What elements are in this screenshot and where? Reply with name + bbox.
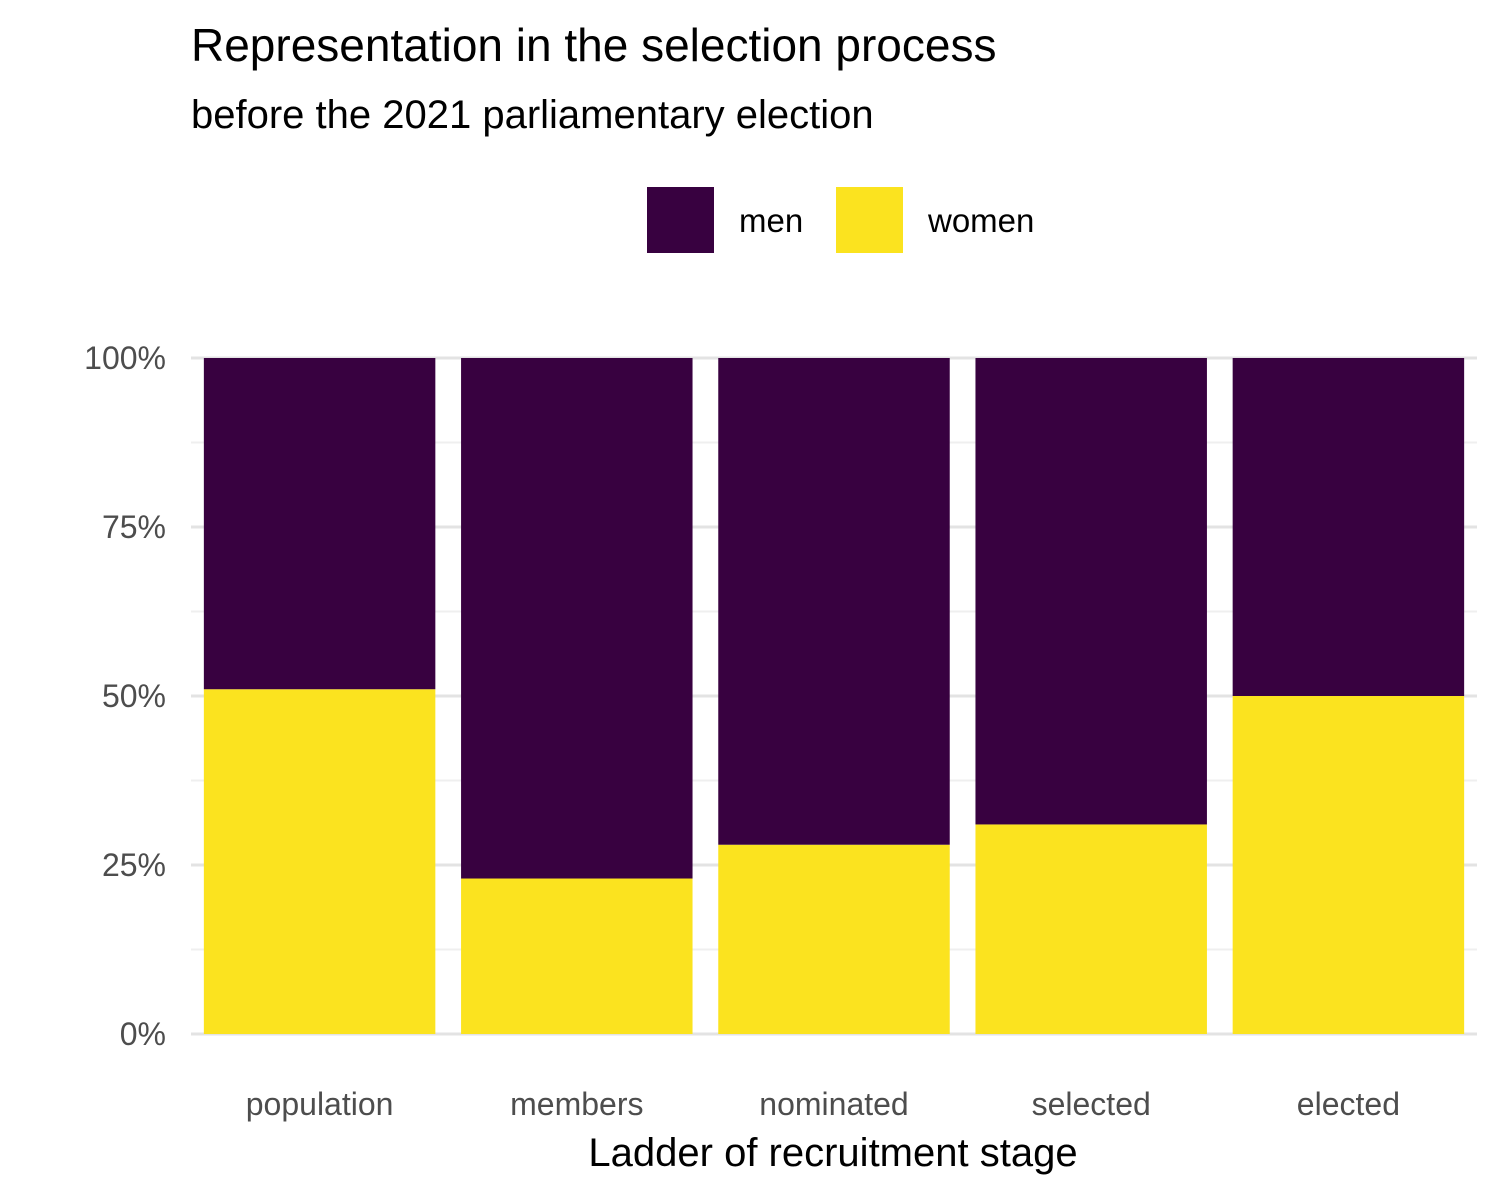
chart-title: Representation in the selection process (191, 19, 996, 71)
legend-swatch-women (836, 187, 903, 253)
x-axis-title: Ladder of recruitment stage (588, 1131, 1077, 1175)
x-axis-ticks: population members nominated selected electe… (246, 1086, 1400, 1122)
y-axis-ticks: 0% 25% 50% 75% 100% (84, 340, 166, 1052)
legend: men women (647, 187, 1034, 253)
bar-men-selected (975, 358, 1207, 825)
bar-men-members (461, 358, 693, 879)
x-tick-label: elected (1297, 1086, 1400, 1122)
x-tick-label: members (510, 1086, 643, 1122)
x-tick-label: population (246, 1086, 394, 1122)
bar-women-nominated (718, 844, 950, 1034)
bar-men-nominated (718, 358, 950, 845)
y-tick-label: 100% (84, 340, 166, 376)
x-tick-label: selected (1032, 1086, 1151, 1122)
bar-men-population (203, 358, 436, 690)
y-tick-label: 0% (120, 1016, 166, 1052)
bar-men-elected (1232, 358, 1465, 696)
bar-women-selected (975, 824, 1207, 1034)
bar-women-elected (1232, 696, 1465, 1034)
chart-subtitle: before the 2021 parliamentary election (191, 93, 874, 137)
bar-women-population (203, 689, 436, 1034)
bar-women-members (461, 878, 693, 1034)
y-tick-label: 50% (102, 678, 166, 714)
y-tick-label: 75% (102, 509, 166, 545)
y-tick-label: 25% (102, 847, 166, 883)
legend-label-women: women (927, 202, 1034, 239)
bars (203, 358, 1465, 1034)
x-tick-label: nominated (759, 1086, 908, 1122)
legend-label-men: men (739, 202, 803, 239)
legend-swatch-men (647, 187, 714, 253)
